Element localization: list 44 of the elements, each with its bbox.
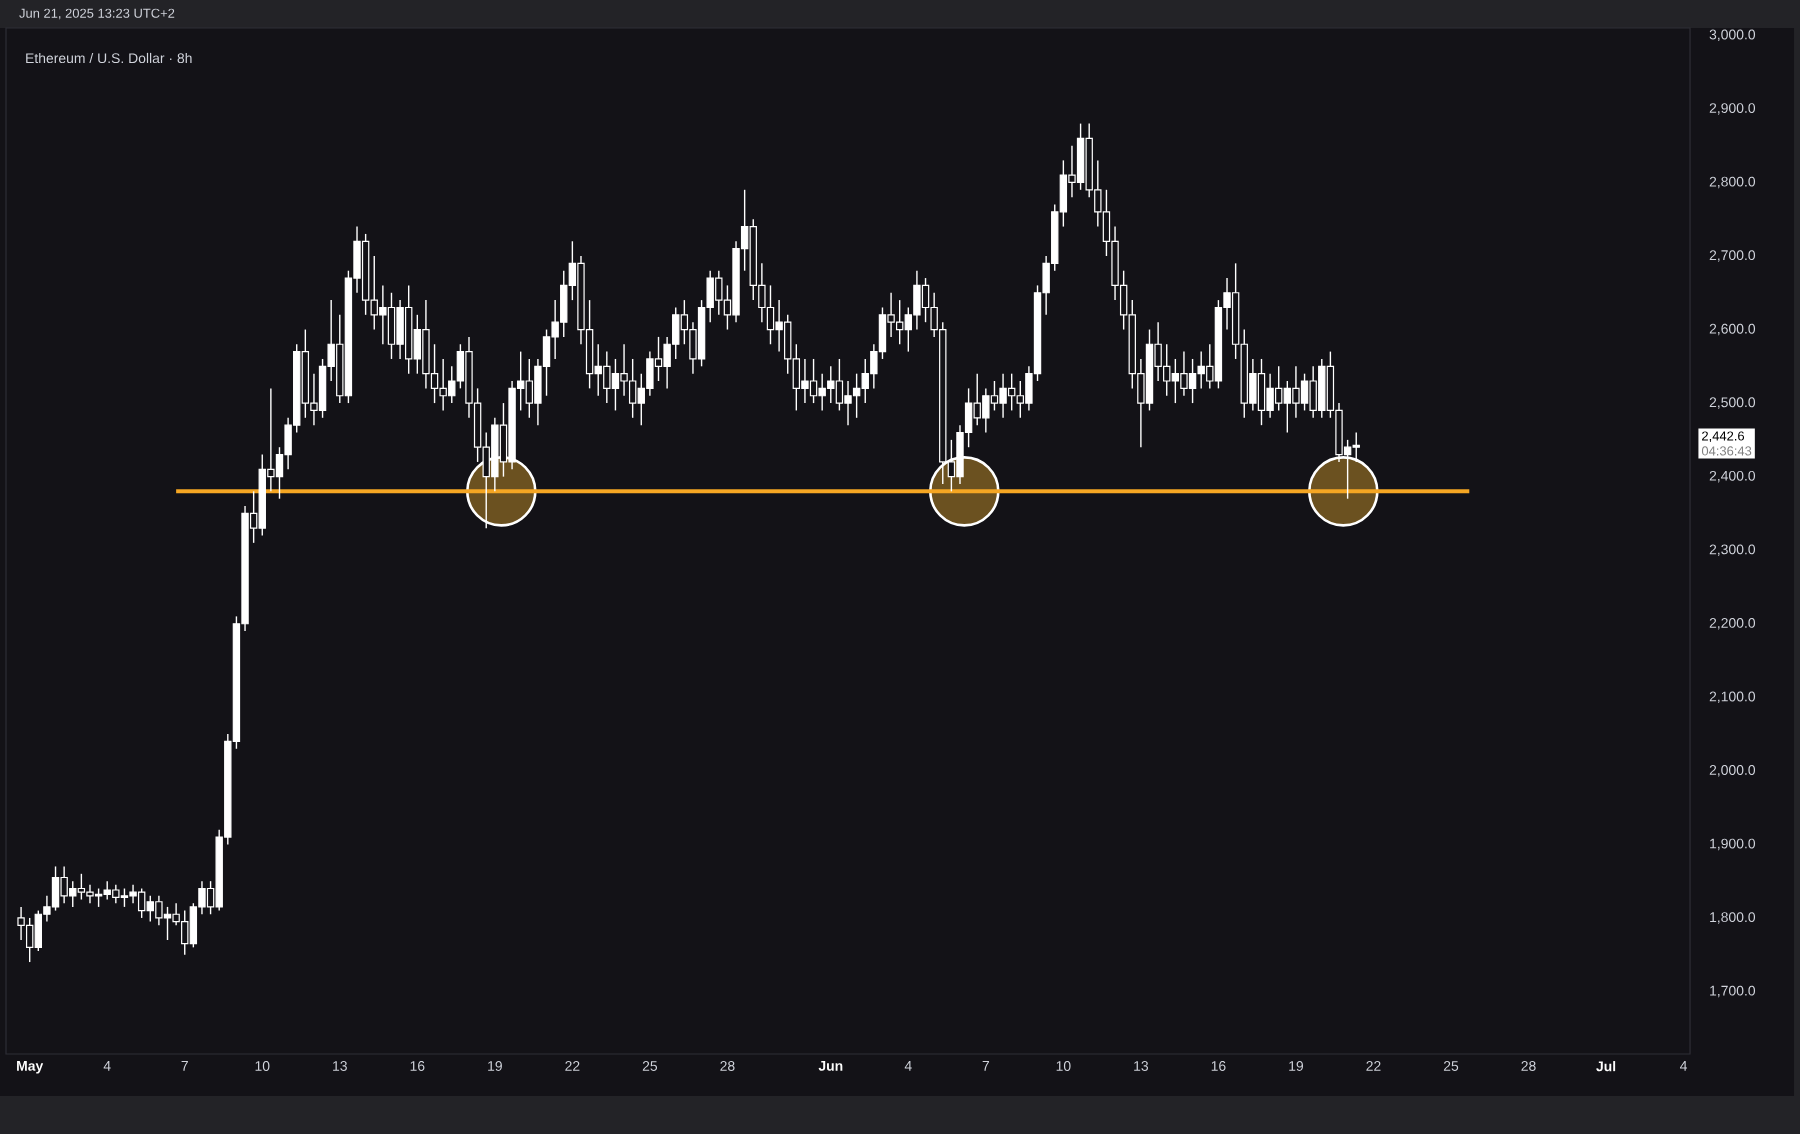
candlestick <box>1292 365 1300 419</box>
candlestick <box>94 887 103 908</box>
candlestick <box>611 358 620 412</box>
candlestick <box>913 270 921 331</box>
candlestick <box>654 336 663 382</box>
candlestick <box>1300 372 1309 412</box>
candlestick <box>844 380 852 426</box>
candlestick <box>921 277 930 323</box>
candlestick <box>852 372 861 419</box>
candlestick <box>835 358 844 412</box>
candlestick <box>1171 358 1180 404</box>
candlestick <box>801 358 809 404</box>
candlestick <box>1257 358 1266 426</box>
candlestick <box>1180 350 1188 397</box>
candlestick <box>1283 380 1292 434</box>
candlestick <box>646 350 654 397</box>
candlestick <box>77 873 86 901</box>
candlestick <box>120 887 129 908</box>
candlestick <box>34 909 43 952</box>
candlestick <box>1266 372 1274 419</box>
candlestick <box>129 884 137 904</box>
candlestick <box>775 299 783 353</box>
candlestick <box>422 299 430 390</box>
candlestick <box>155 895 163 926</box>
candlestick <box>17 906 25 941</box>
candlestick <box>542 328 551 397</box>
candlestick <box>809 358 818 404</box>
candlestick <box>1188 358 1197 404</box>
candlestick <box>766 284 775 345</box>
candlestick <box>137 887 146 919</box>
candlestick <box>163 906 172 941</box>
candlestick <box>999 372 1007 419</box>
candlestick <box>396 299 404 360</box>
candlestick <box>387 292 396 360</box>
candlestick <box>895 299 904 345</box>
candlestick <box>25 917 34 963</box>
candlestick <box>86 884 94 904</box>
candlestick <box>51 865 60 912</box>
candlestick <box>620 343 628 397</box>
candlestick <box>990 380 999 412</box>
candlestick <box>628 358 637 419</box>
candlestick <box>1007 372 1016 412</box>
candlestick <box>1076 122 1085 191</box>
candlestick <box>413 314 422 375</box>
